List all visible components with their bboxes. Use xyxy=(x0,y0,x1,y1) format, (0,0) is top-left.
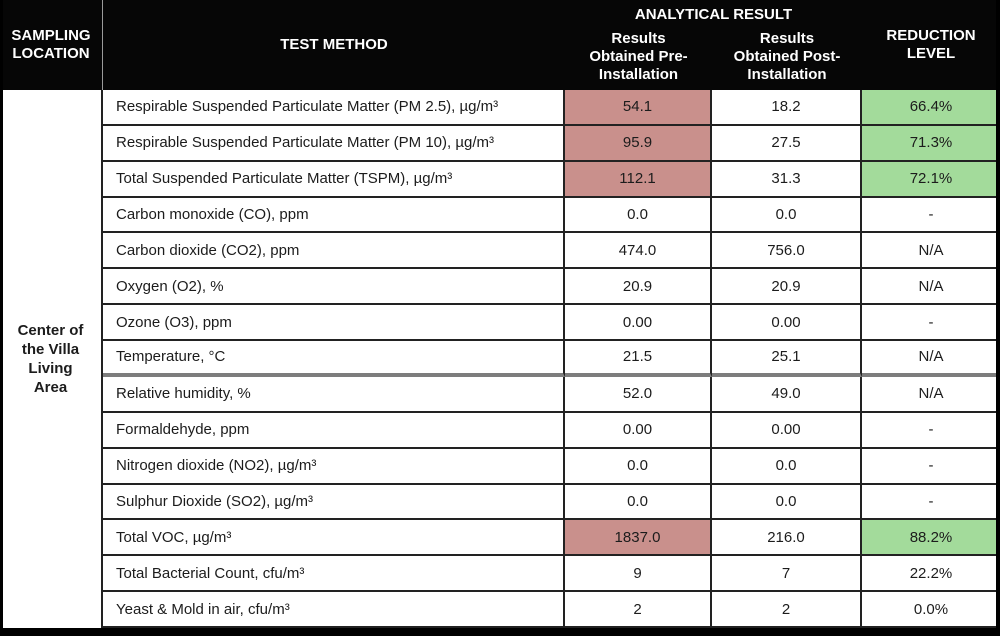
reduction-level-cell: 0.0% xyxy=(862,592,1000,628)
test-method-cell: Oxygen (O2), % xyxy=(103,269,565,306)
test-method-cell: Temperature, °C xyxy=(103,341,565,377)
test-method-cell: Total Bacterial Count, cfu/m³ xyxy=(103,556,565,593)
test-method-cell: Relative humidity, % xyxy=(103,376,565,413)
test-method-cell: Carbon monoxide (CO), ppm xyxy=(103,197,565,234)
test-method-cell: Total VOC, µg/m³ xyxy=(103,520,565,557)
result-post-installation-cell: 25.1 xyxy=(712,341,862,377)
sampling-location-cell: Center of the Villa Living Area xyxy=(0,90,103,628)
result-post-installation-cell: 31.3 xyxy=(712,161,862,198)
test-method-cell: Respirable Suspended Particulate Matter … xyxy=(103,90,565,126)
result-pre-installation-cell: 2 xyxy=(565,592,712,628)
reduction-level-cell: 72.1% xyxy=(862,161,1000,198)
result-post-installation-cell: 49.0 xyxy=(712,376,862,413)
test-method-cell: Total Suspended Particulate Matter (TSPM… xyxy=(103,161,565,198)
result-pre-installation-cell: 474.0 xyxy=(565,233,712,270)
reduction-level-cell: N/A xyxy=(862,233,1000,270)
result-post-installation-cell: 20.9 xyxy=(712,269,862,306)
reduction-level-cell: - xyxy=(862,448,1000,485)
reduction-level-cell: 66.4% xyxy=(862,90,1000,126)
table-right-border xyxy=(996,0,1000,636)
header-reduction-level: REDUCTION LEVEL xyxy=(886,27,976,62)
test-method-cell: Respirable Suspended Particulate Matter … xyxy=(103,125,565,162)
result-post-installation-cell: 18.2 xyxy=(712,90,862,126)
result-pre-installation-cell: 0.00 xyxy=(565,305,712,342)
result-post-installation-cell: 0.0 xyxy=(712,448,862,485)
result-pre-installation-cell: 0.0 xyxy=(565,484,712,521)
reduction-level-cell: 88.2% xyxy=(862,520,1000,557)
result-pre-installation-cell: 20.9 xyxy=(565,269,712,306)
result-pre-installation-cell: 9 xyxy=(565,556,712,593)
result-post-installation-cell: 0.00 xyxy=(712,305,862,342)
reduction-level-cell: - xyxy=(862,197,1000,234)
result-post-installation-cell: 27.5 xyxy=(712,125,862,162)
result-pre-installation-cell: 95.9 xyxy=(565,125,712,162)
result-post-installation-cell: 0.00 xyxy=(712,412,862,449)
header-test-method: TEST METHOD xyxy=(280,36,388,53)
result-post-installation-cell: 0.0 xyxy=(712,197,862,234)
result-post-installation-cell: 756.0 xyxy=(712,233,862,270)
header-analytical-result-group: ANALYTICAL RESULT Results Obtained Pre-I… xyxy=(565,0,862,90)
result-pre-installation-cell: 0.00 xyxy=(565,412,712,449)
reduction-level-cell: N/A xyxy=(862,341,1000,377)
result-pre-installation-cell: 0.0 xyxy=(565,197,712,234)
result-post-installation-cell: 7 xyxy=(712,556,862,593)
result-pre-installation-cell: 52.0 xyxy=(565,376,712,413)
reduction-level-cell: - xyxy=(862,484,1000,521)
table-header: SAMPLING LOCATION TEST METHOD ANALYTICAL… xyxy=(0,0,1000,90)
result-pre-installation-cell: 54.1 xyxy=(565,90,712,126)
reduction-level-cell: 22.2% xyxy=(862,556,1000,593)
result-post-installation-cell: 216.0 xyxy=(712,520,862,557)
reduction-level-cell: N/A xyxy=(862,269,1000,306)
result-pre-installation-cell: 21.5 xyxy=(565,341,712,377)
header-analytical-result: ANALYTICAL RESULT xyxy=(634,6,793,23)
test-method-cell: Carbon dioxide (CO2), ppm xyxy=(103,233,565,270)
test-method-cell: Nitrogen dioxide (NO2), µg/m³ xyxy=(103,448,565,485)
result-pre-installation-cell: 0.0 xyxy=(565,448,712,485)
result-post-installation-cell: 0.0 xyxy=(712,484,862,521)
reduction-level-cell: 71.3% xyxy=(862,125,1000,162)
header-results-pre-installation: Results Obtained Pre-Installation xyxy=(589,30,688,83)
table-body: Center of the Villa Living Area Respirab… xyxy=(0,90,1000,628)
header-sampling-location: SAMPLING LOCATION xyxy=(0,0,103,90)
reduction-level-cell: - xyxy=(862,412,1000,449)
result-pre-installation-cell: 112.1 xyxy=(565,161,712,198)
table-bottom-border xyxy=(0,628,1000,636)
test-method-cell: Formaldehyde, ppm xyxy=(103,412,565,449)
table-left-border xyxy=(0,0,3,636)
result-post-installation-cell: 2 xyxy=(712,592,862,628)
test-method-cell: Sulphur Dioxide (SO2), µg/m³ xyxy=(103,484,565,521)
reduction-level-cell: - xyxy=(862,305,1000,342)
result-pre-installation-cell: 1837.0 xyxy=(565,520,712,557)
header-results-post-installation: Results Obtained Post-Installation xyxy=(733,30,841,83)
test-method-cell: Yeast & Mold in air, cfu/m³ xyxy=(103,592,565,628)
reduction-level-cell: N/A xyxy=(862,376,1000,413)
test-method-cell: Ozone (O3), ppm xyxy=(103,305,565,342)
